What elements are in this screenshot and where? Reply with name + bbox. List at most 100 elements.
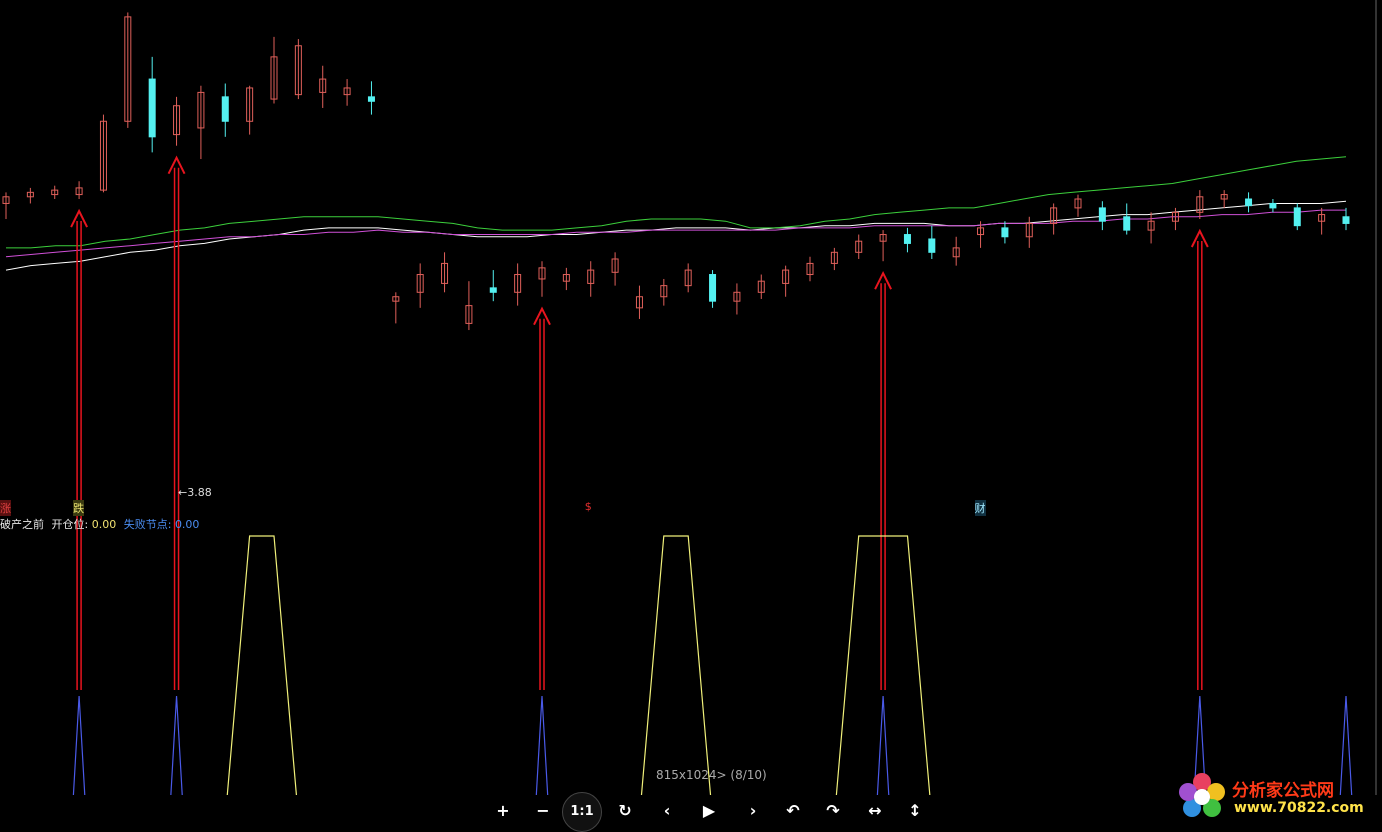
arrow-head (167, 155, 186, 175)
candle-body (221, 96, 229, 122)
moving-average-lines (5, 156, 1347, 271)
candle-body (660, 285, 668, 298)
candle-body (1050, 207, 1058, 224)
candle (1293, 203, 1301, 231)
candle-body (1147, 220, 1155, 231)
candle-body (1220, 194, 1228, 200)
candle (1147, 212, 1155, 244)
candle (903, 227, 911, 253)
viewer-button-0[interactable]: + (496, 801, 510, 820)
candle-body (343, 87, 351, 96)
signal-arrow (1190, 228, 1209, 690)
candle-body (75, 187, 83, 196)
candle-body (319, 78, 327, 93)
candle-body (806, 262, 814, 276)
candle (1001, 221, 1009, 244)
candle (75, 181, 83, 200)
indicator-info-line: 破产之前 开仓位: 0.00 失败节点: 0.00 (0, 516, 199, 532)
signal-arrow (70, 208, 88, 690)
osc-yellow-wave (640, 535, 712, 795)
candle (197, 85, 205, 160)
signal-label: $ (584, 500, 592, 513)
candle (684, 263, 692, 293)
ma-green-line (6, 156, 1347, 249)
candle (977, 221, 985, 248)
candle-body (2, 196, 10, 204)
viewer-toolbar: + −1:1 ↻ ‹ ▶ › ↶ ↷ ↔ ↕ (0, 792, 1382, 832)
arrow-head (874, 270, 892, 290)
candle-body (562, 274, 570, 282)
candle-body (733, 291, 741, 302)
candle-body (709, 274, 717, 302)
candle (319, 65, 327, 108)
candle-body (148, 78, 156, 138)
candle (757, 274, 765, 299)
osc-blue-spike (1339, 695, 1353, 795)
viewer-button-10[interactable]: ↕ (908, 801, 922, 820)
candle-body (538, 267, 546, 280)
candle-body (928, 238, 936, 253)
candle (1318, 207, 1326, 235)
viewer-button-3[interactable]: ↻ (618, 801, 632, 820)
signal-label: 财 (974, 500, 986, 516)
watermark-text: 分析家公式网 (1232, 781, 1334, 801)
candle (1171, 207, 1179, 231)
watermark: 分析家公式网 www.70822.com (1174, 770, 1374, 822)
osc-yellow-wave (835, 535, 931, 795)
candle (489, 270, 497, 302)
candle-body (294, 45, 302, 96)
candle (1123, 203, 1131, 235)
candle (855, 234, 863, 259)
arrow-head (1190, 228, 1209, 248)
candle (367, 81, 375, 115)
candle (173, 96, 181, 146)
signal-arrows (70, 155, 1209, 690)
candle (1342, 207, 1350, 231)
candle-body (1342, 216, 1350, 224)
candle (26, 187, 34, 204)
candle-body (587, 269, 595, 284)
candle-body (952, 247, 960, 258)
candle-body (1269, 202, 1277, 209)
candle-body (514, 274, 522, 293)
candle (124, 12, 132, 128)
candle-body (270, 56, 278, 100)
candle (611, 252, 619, 286)
osc-yellow-wave (226, 535, 298, 795)
viewer-button-7[interactable]: ↶ (786, 801, 800, 820)
candle (562, 267, 570, 291)
candle-body (1245, 198, 1253, 207)
viewer-button-9[interactable]: ↔ (868, 801, 882, 820)
candle (465, 281, 473, 331)
arrow-head (70, 208, 88, 228)
viewer-button-8[interactable]: ↷ (826, 801, 840, 820)
candle (148, 56, 156, 153)
candle-body (635, 296, 643, 309)
arrow-head (533, 306, 551, 326)
candle-body (1293, 207, 1301, 227)
viewer-button-1[interactable]: − (536, 801, 550, 820)
osc-blue-spike (72, 695, 86, 795)
viewer-button-2[interactable]: 1:1 (562, 792, 602, 832)
viewer-button-4[interactable]: ‹ (663, 801, 671, 820)
candle-body (173, 105, 181, 136)
signal-arrow (167, 155, 186, 690)
candle (635, 285, 643, 319)
candle (514, 263, 522, 306)
candle (1245, 192, 1253, 213)
viewer-button-5[interactable]: ▶ (702, 801, 716, 820)
candle (270, 36, 278, 104)
candle-body (246, 87, 254, 122)
candle-body (441, 262, 449, 284)
ma-white-line (5, 200, 1347, 271)
candle (660, 278, 668, 306)
candle (416, 263, 424, 308)
signal-arrow (874, 270, 892, 690)
candle (733, 283, 741, 315)
candle (51, 185, 59, 200)
viewer-button-6[interactable]: › (749, 801, 757, 820)
indicator-title: 破产之前 (0, 518, 44, 531)
candle (441, 252, 449, 293)
candle-body (855, 240, 863, 253)
candle (709, 270, 717, 308)
